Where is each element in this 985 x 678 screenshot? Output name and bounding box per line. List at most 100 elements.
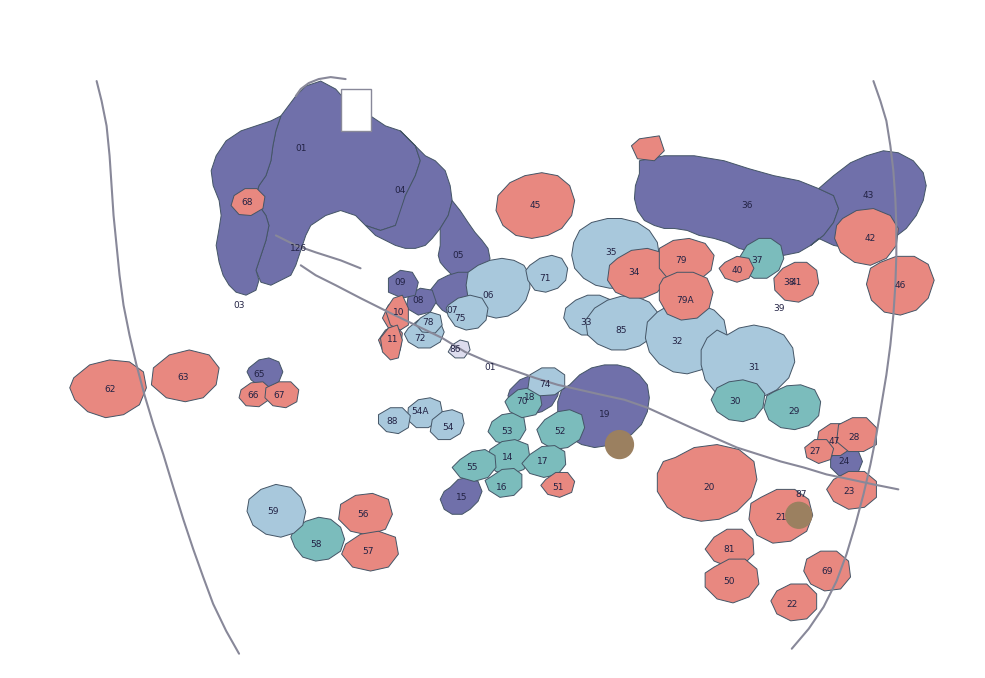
Polygon shape	[378, 407, 411, 434]
Text: 85: 85	[616, 325, 627, 334]
Circle shape	[786, 502, 812, 528]
Text: 22: 22	[786, 601, 798, 610]
Text: 09: 09	[395, 278, 406, 287]
Polygon shape	[705, 559, 758, 603]
Text: 50: 50	[723, 576, 735, 586]
Polygon shape	[657, 445, 756, 521]
Polygon shape	[341, 89, 370, 131]
Text: 16: 16	[496, 483, 507, 492]
Text: 40: 40	[731, 266, 743, 275]
Text: 71: 71	[539, 274, 551, 283]
Text: 56: 56	[357, 510, 368, 519]
Polygon shape	[380, 325, 402, 360]
Text: 35: 35	[606, 248, 618, 257]
Polygon shape	[537, 410, 585, 450]
Polygon shape	[867, 256, 934, 315]
Polygon shape	[631, 136, 664, 161]
Polygon shape	[817, 424, 853, 456]
Polygon shape	[571, 218, 659, 288]
Text: 20: 20	[703, 483, 715, 492]
Polygon shape	[558, 365, 649, 447]
Text: 67: 67	[273, 391, 285, 400]
Text: 81: 81	[723, 544, 735, 554]
Text: 79: 79	[676, 256, 687, 265]
Polygon shape	[805, 439, 833, 464]
Polygon shape	[804, 551, 850, 591]
Text: 68: 68	[241, 198, 253, 207]
Polygon shape	[719, 256, 754, 282]
Polygon shape	[448, 340, 470, 358]
Polygon shape	[826, 471, 877, 509]
Polygon shape	[247, 358, 283, 388]
Polygon shape	[378, 325, 402, 355]
Polygon shape	[256, 81, 421, 285]
Text: 11: 11	[387, 336, 398, 344]
Text: 66: 66	[247, 391, 259, 400]
Text: 07: 07	[446, 306, 458, 315]
Text: 79A: 79A	[677, 296, 694, 304]
Text: 27: 27	[809, 447, 821, 456]
Polygon shape	[382, 300, 406, 332]
Text: 28: 28	[849, 433, 860, 442]
Text: 41: 41	[791, 278, 803, 287]
Text: 03: 03	[233, 300, 245, 310]
Polygon shape	[764, 385, 821, 430]
Text: 34: 34	[628, 268, 640, 277]
Text: 75: 75	[454, 314, 466, 323]
Polygon shape	[749, 490, 813, 543]
Polygon shape	[526, 256, 567, 292]
Text: 45: 45	[529, 201, 541, 210]
Polygon shape	[452, 450, 496, 481]
Polygon shape	[659, 239, 714, 283]
Polygon shape	[408, 398, 442, 428]
Polygon shape	[701, 325, 795, 402]
Text: 47: 47	[829, 437, 840, 446]
Text: 46: 46	[894, 281, 906, 290]
Text: 21: 21	[775, 513, 786, 522]
Polygon shape	[388, 271, 419, 298]
Polygon shape	[586, 296, 657, 350]
Polygon shape	[496, 173, 574, 239]
Text: 32: 32	[672, 338, 683, 346]
Text: 51: 51	[552, 483, 563, 492]
Text: 54: 54	[442, 423, 454, 432]
Circle shape	[606, 431, 633, 458]
Polygon shape	[811, 151, 926, 248]
Text: 74: 74	[539, 380, 551, 389]
Text: 58: 58	[310, 540, 321, 549]
Polygon shape	[407, 288, 436, 315]
Polygon shape	[365, 131, 452, 248]
Polygon shape	[771, 584, 817, 621]
Text: 33: 33	[580, 317, 591, 327]
Polygon shape	[339, 494, 392, 535]
Text: 52: 52	[554, 427, 565, 436]
Text: 86: 86	[449, 346, 461, 355]
Text: 78: 78	[423, 317, 434, 327]
Polygon shape	[466, 258, 530, 318]
Text: 15: 15	[456, 493, 468, 502]
Text: 14: 14	[502, 453, 513, 462]
Text: 01: 01	[296, 144, 306, 153]
Text: 10: 10	[393, 308, 404, 317]
Text: 57: 57	[362, 546, 374, 556]
Polygon shape	[659, 273, 713, 320]
Polygon shape	[485, 468, 522, 498]
Polygon shape	[70, 360, 147, 418]
Polygon shape	[291, 517, 345, 561]
Polygon shape	[522, 445, 565, 477]
Text: 36: 36	[741, 201, 753, 210]
Text: 24: 24	[838, 457, 849, 466]
Polygon shape	[430, 410, 464, 439]
Text: 37: 37	[752, 256, 762, 265]
Text: 17: 17	[537, 457, 549, 466]
Polygon shape	[608, 248, 669, 298]
Text: 04: 04	[395, 186, 406, 195]
Text: 39: 39	[773, 304, 785, 313]
Polygon shape	[239, 382, 271, 407]
Polygon shape	[231, 188, 265, 216]
Polygon shape	[705, 530, 754, 567]
Text: 62: 62	[103, 385, 115, 395]
Text: 55: 55	[466, 463, 478, 472]
Text: 38: 38	[783, 278, 795, 287]
Text: 59: 59	[267, 506, 279, 516]
